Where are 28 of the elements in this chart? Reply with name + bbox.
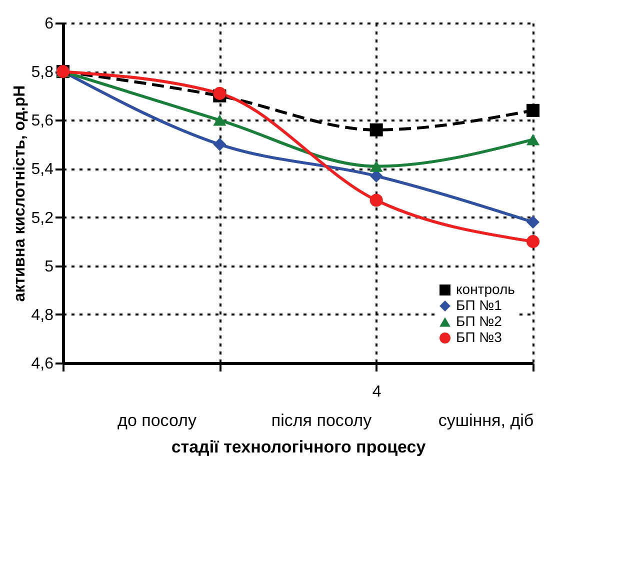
legend-label: БП №2: [456, 313, 502, 329]
point: [213, 86, 226, 100]
legend-label: БП №1: [456, 297, 502, 313]
text: сушіння, діб: [438, 411, 534, 430]
point: [370, 194, 383, 207]
x-tick-label: 4: [372, 384, 382, 400]
legend-label: контроль: [456, 281, 515, 297]
y-tick-label: 4,8: [31, 306, 54, 324]
y-tick-label: 6: [44, 16, 54, 32]
point: [526, 104, 540, 117]
x-axis-title: стадії технологічного процесу: [171, 438, 426, 456]
text: до посолу: [118, 411, 197, 430]
point: [526, 235, 540, 248]
y-axis-title: активна кислотність, од.рН: [11, 85, 28, 302]
point: [526, 134, 540, 146]
point: [370, 160, 383, 172]
y-tick-label: 5,8: [31, 64, 54, 82]
point: [213, 138, 226, 151]
y-tick-label: 5,2: [31, 210, 54, 227]
y-tick-label: 5,6: [31, 112, 54, 130]
y-tick-label: 5: [44, 258, 54, 276]
y-tick-label: 4,6: [31, 356, 54, 372]
point: [213, 114, 226, 126]
legend-label: БП №3: [456, 329, 502, 345]
point: [526, 216, 540, 229]
text: після посолу: [271, 411, 372, 430]
point: [370, 123, 383, 136]
y-tick-label: 5,4: [31, 161, 54, 178]
